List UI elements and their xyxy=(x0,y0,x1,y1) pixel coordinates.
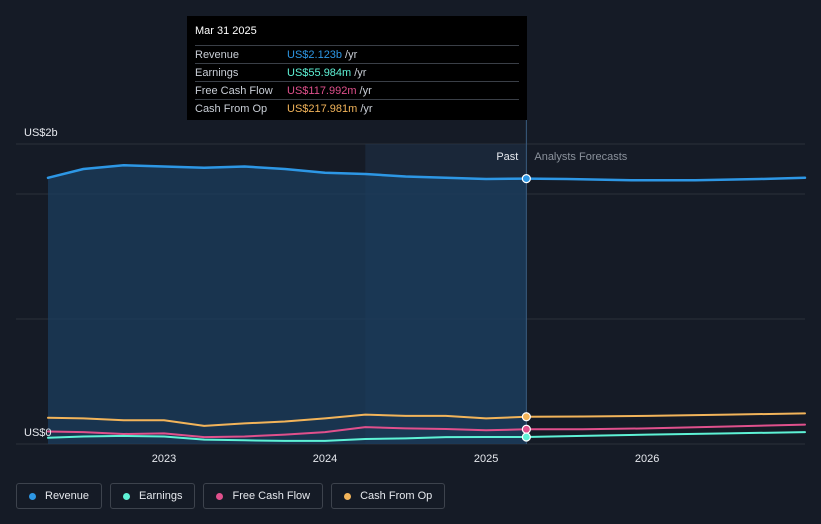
tooltip-value: US$217.981m xyxy=(287,102,358,115)
legend-item-revenue[interactable]: Revenue xyxy=(16,483,103,509)
tooltip-row-revenue: Revenue US$2.123b /yr xyxy=(195,45,519,63)
x-tick-label: 2025 xyxy=(474,453,498,465)
data-point-marker xyxy=(521,174,531,184)
tooltip-unit: /yr xyxy=(359,84,372,97)
data-point-marker xyxy=(521,412,531,422)
legend-label: Revenue xyxy=(45,490,90,502)
x-tick-label: 2023 xyxy=(152,453,176,465)
tooltip-row-free-cash-flow: Free Cash Flow US$117.992m /yr xyxy=(195,81,519,99)
x-tick-label: 2026 xyxy=(635,453,659,465)
data-point-marker xyxy=(521,424,531,434)
legend-label: Free Cash Flow xyxy=(232,490,311,502)
y-axis-bottom-label: US$0 xyxy=(24,427,52,439)
tooltip-unit: /yr xyxy=(345,48,358,61)
legend: Revenue Earnings Free Cash Flow Cash Fro… xyxy=(16,483,446,509)
tooltip-unit: /yr xyxy=(354,66,367,79)
tooltip-label: Free Cash Flow xyxy=(195,84,273,97)
legend-item-free-cash-flow[interactable]: Free Cash Flow xyxy=(203,483,324,509)
series-line-earnings xyxy=(47,431,806,442)
data-point-marker xyxy=(521,432,531,442)
legend-item-earnings[interactable]: Earnings xyxy=(110,483,196,509)
legend-label: Earnings xyxy=(139,490,183,502)
legend-dot-icon xyxy=(344,492,352,500)
tooltip-value: US$55.984m xyxy=(287,66,352,79)
y-axis-top-label: US$2b xyxy=(24,127,58,139)
series-line-cash-from-op xyxy=(47,412,806,427)
series-line-revenue xyxy=(525,176,807,182)
revenue-area xyxy=(48,165,527,445)
legend-dot-icon xyxy=(216,492,224,500)
past-label: Past xyxy=(496,151,518,163)
tooltip-row-earnings: Earnings US$55.984m /yr xyxy=(195,63,519,81)
legend-dot-icon xyxy=(29,492,36,500)
tooltip-date: Mar 31 2025 xyxy=(195,25,257,37)
tooltip-label: Earnings xyxy=(195,66,239,79)
tooltip-unit: /yr xyxy=(360,102,373,115)
legend-item-cash-from-op[interactable]: Cash From Op xyxy=(331,483,446,509)
tooltip: Mar 31 2025 Revenue US$2.123b /yr Earnin… xyxy=(187,16,527,120)
legend-label: Cash From Op xyxy=(360,490,433,502)
series-line-free-cash-flow xyxy=(47,423,806,439)
legend-dot-icon xyxy=(123,492,131,500)
forecast-label: Analysts Forecasts xyxy=(534,151,627,163)
series-line-revenue xyxy=(46,164,528,181)
tooltip-label: Cash From Op xyxy=(195,102,268,115)
tooltip-value: US$2.123b xyxy=(287,48,343,61)
tooltip-label: Revenue xyxy=(195,48,240,61)
x-tick-label: 2024 xyxy=(313,453,337,465)
tooltip-row-cash-from-op: Cash From Op US$217.981m /yr xyxy=(195,99,519,117)
tooltip-value: US$117.992m xyxy=(287,84,357,97)
